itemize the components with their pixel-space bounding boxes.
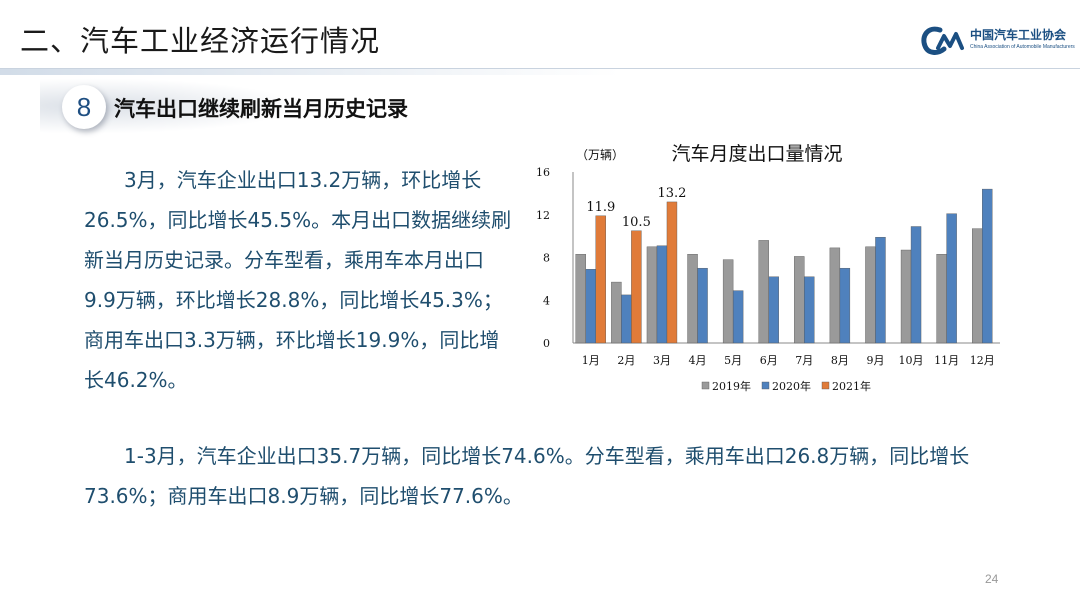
bar-2020年-10月 [910, 226, 922, 344]
bar-2021年-1月 [595, 215, 606, 344]
bar-2020年-12月 [982, 188, 993, 344]
x-tick-label: 6月 [760, 354, 778, 367]
y-tick-label: 12 [536, 209, 550, 222]
cama-logo-icon [921, 26, 964, 55]
x-tick-label: 3月 [653, 354, 671, 367]
paragraph-text: 1-3月，汽车企业出口35.7万辆，同比增长74.6%。分车型看，乘用车出口26… [84, 444, 970, 508]
bar-2019年-12月 [972, 228, 983, 344]
bar-2020年-6月 [768, 276, 779, 344]
bar-2020年-4月 [697, 267, 708, 344]
x-tick-label: 1月 [582, 354, 600, 367]
bar-2020年-8月 [839, 267, 851, 344]
page-title: 二、汽车工业经济运行情况 [20, 24, 381, 58]
bar-2019年-5月 [722, 259, 734, 344]
bar-2020年-2月 [621, 294, 632, 344]
y-tick-label: 0 [543, 337, 550, 350]
legend-swatch [821, 381, 830, 390]
page-number: 24 [985, 572, 999, 586]
bar-2019年-6月 [758, 240, 769, 344]
bar-2020年-7月 [804, 276, 815, 344]
bar-2021年-3月 [666, 201, 678, 344]
data-label: 11.9 [586, 200, 615, 215]
paragraph-march-exports: 3月，汽车企业出口13.2万辆，环比增长26.5%，同比增长45.5%。本月出口… [84, 160, 514, 400]
header-divider-glow [0, 69, 620, 75]
x-tick-label: 8月 [831, 354, 849, 367]
x-tick-label: 10月 [899, 354, 924, 367]
y-tick-label: 4 [543, 294, 550, 307]
x-tick-label: 4月 [689, 354, 707, 367]
bar-2020年-1月 [585, 269, 596, 344]
bar-2020年-5月 [732, 290, 744, 344]
logo-text-en: China Association of Automobile Manufact… [970, 44, 1075, 50]
chart-title: 汽车月度出口量情况 [671, 143, 842, 165]
header-divider [0, 68, 1080, 69]
section-number-badge: 8 [62, 85, 106, 129]
bar-2019年-1月 [575, 254, 586, 344]
bar-2019年-9月 [865, 246, 876, 344]
data-label: 13.2 [657, 186, 686, 201]
x-tick-label: 9月 [866, 354, 884, 367]
x-tick-label: 2月 [617, 354, 635, 367]
legend-swatch [701, 381, 710, 390]
bar-2019年-7月 [794, 256, 805, 344]
legend-swatch [761, 381, 770, 390]
bar-2019年-4月 [687, 254, 698, 344]
paragraph-q1-exports: 1-3月，汽车企业出口35.7万辆，同比增长74.6%。分车型看，乘用车出口26… [84, 436, 1014, 516]
bar-2019年-2月 [611, 281, 622, 344]
bar-2019年-11月 [936, 254, 947, 344]
data-label: 10.5 [622, 215, 651, 230]
legend-label: 2021年 [832, 379, 871, 393]
legend-label: 2020年 [772, 379, 811, 393]
x-tick-label: 5月 [724, 354, 742, 367]
y-tick-label: 16 [536, 166, 550, 179]
cama-logo: 中国汽车工业协会 China Association of Automobile… [920, 24, 1075, 58]
bar-2019年-3月 [646, 246, 658, 344]
bar-2020年-3月 [656, 245, 668, 344]
paragraph-text: 3月，汽车企业出口13.2万辆，环比增长26.5%，同比增长45.5%。本月出口… [84, 168, 512, 392]
section-title: 汽车出口继续刷新当月历史记录 [114, 97, 408, 121]
chart-unit-label: （万辆） [576, 148, 624, 162]
logo-text-cn: 中国汽车工业协会 [970, 28, 1067, 42]
x-tick-label: 11月 [934, 354, 959, 367]
bar-2020年-11月 [946, 213, 957, 344]
bar-2019年-8月 [829, 247, 841, 344]
bar-2021年-2月 [631, 230, 642, 344]
bar-2020年-9月 [875, 236, 886, 344]
x-tick-label: 7月 [795, 354, 813, 367]
x-tick-label: 12月 [970, 354, 995, 367]
monthly-exports-chart: 汽车月度出口量情况 （万辆） 0 4 8 12 16 11.9 10.5 13.2 1月 2月… [536, 143, 1000, 393]
y-tick-label: 8 [543, 252, 550, 265]
legend-label: 2019年 [712, 379, 751, 393]
bar-2019年-10月 [900, 249, 912, 344]
